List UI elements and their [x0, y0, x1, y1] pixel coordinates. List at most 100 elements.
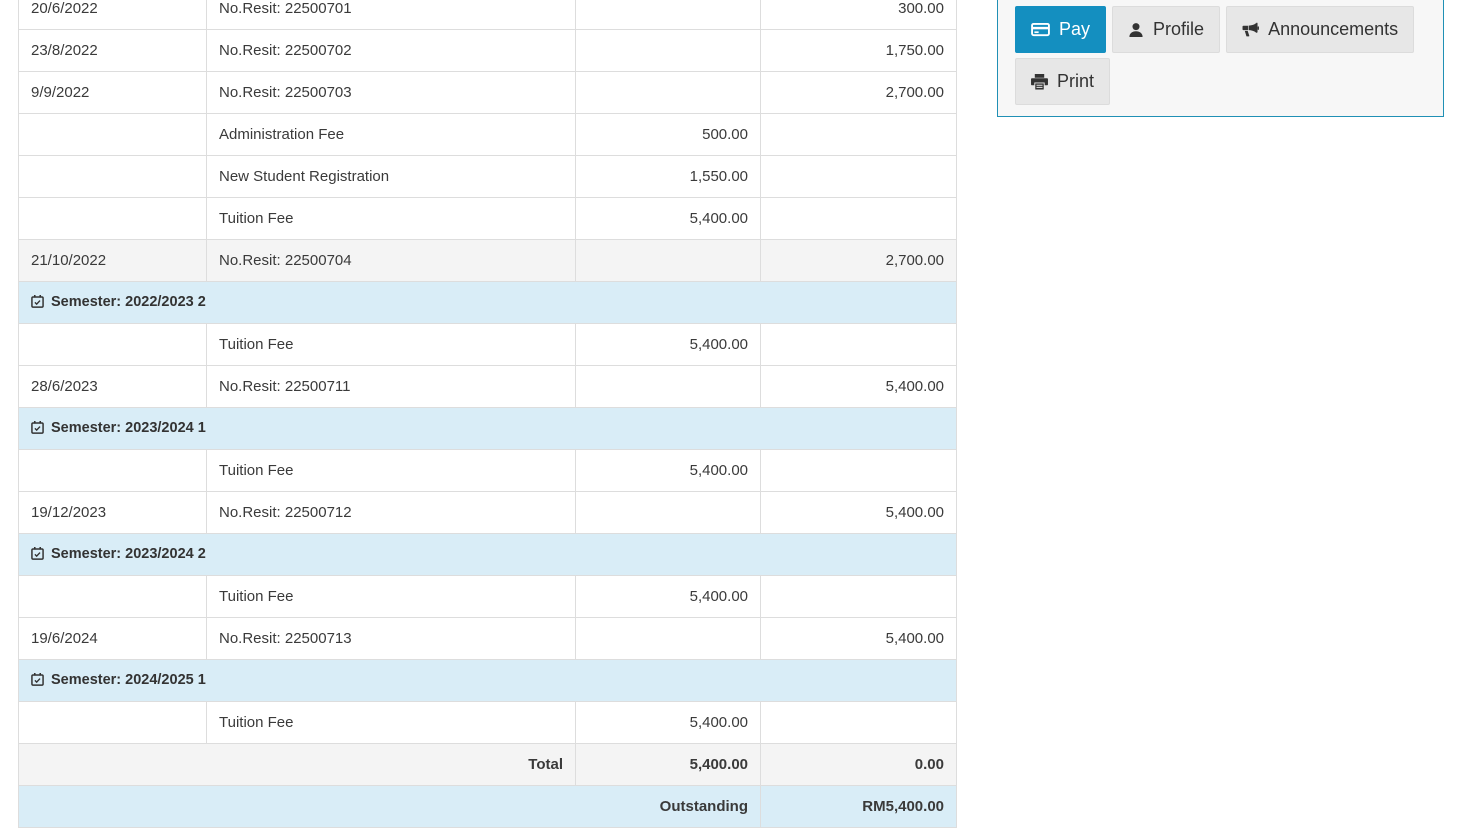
ledger-row: 9/9/2022 No.Resit: 22500703 2,700.00 [18, 71, 957, 114]
pay-button[interactable]: Pay [1015, 6, 1107, 53]
description-cell: Tuition Fee [206, 701, 576, 744]
printer-icon [1031, 73, 1048, 90]
ledger-row: 28/6/2023 No.Resit: 22500711 5,400.00 [18, 365, 957, 408]
debit-cell [575, 617, 761, 660]
actions-panel: Pay Profile Announcements [997, 0, 1444, 117]
description-cell: No.Resit: 22500711 [206, 365, 576, 408]
bullhorn-icon [1242, 22, 1259, 37]
print-button-label: Print [1057, 71, 1095, 91]
debit-cell: 5,400.00 [575, 575, 761, 618]
debit-cell: 5,400.00 [575, 197, 761, 240]
semester-cell: Semester: 2022/2023 2 [18, 281, 957, 324]
total-row: Total 5,400.00 0.00 [18, 743, 957, 786]
profile-button-label: Profile [1153, 19, 1205, 39]
date-cell [18, 575, 207, 618]
user-icon [1128, 22, 1144, 38]
description-cell: Tuition Fee [206, 575, 576, 618]
semester-cell: Semester: 2024/2025 1 [18, 659, 957, 702]
debit-cell [575, 239, 761, 282]
description-cell: No.Resit: 22500712 [206, 491, 576, 534]
description-cell: No.Resit: 22500704 [206, 239, 576, 282]
debit-cell [575, 0, 761, 30]
description-cell: Tuition Fee [206, 197, 576, 240]
debit-cell: 5,400.00 [575, 701, 761, 744]
ledger-row: Tuition Fee 5,400.00 [18, 701, 957, 744]
date-cell: 23/8/2022 [18, 29, 207, 72]
pay-button-label: Pay [1059, 19, 1091, 39]
description-cell: No.Resit: 22500713 [206, 617, 576, 660]
debit-cell [575, 71, 761, 114]
ledger-row: New Student Registration 1,550.00 [18, 155, 957, 198]
ledger-row: 21/10/2022 No.Resit: 22500704 2,700.00 [18, 239, 957, 282]
calendar-check-icon [31, 546, 44, 564]
ledger-row: 19/12/2023 No.Resit: 22500712 5,400.00 [18, 491, 957, 534]
calendar-check-icon [31, 672, 44, 690]
date-cell [18, 701, 207, 744]
ledger-row: Tuition Fee 5,400.00 [18, 575, 957, 618]
credit-cell [760, 323, 957, 366]
description-cell: No.Resit: 22500701 [206, 0, 576, 30]
credit-cell [760, 701, 957, 744]
date-cell: 28/6/2023 [18, 365, 207, 408]
credit-cell: 5,400.00 [760, 617, 957, 660]
date-cell [18, 323, 207, 366]
credit-cell: 5,400.00 [760, 365, 957, 408]
ledger: 20/6/2022 No.Resit: 22500701 300.00 23/8/20… [18, 0, 957, 828]
debit-cell [575, 491, 761, 534]
debit-cell: 1,550.00 [575, 155, 761, 198]
credit-cell [760, 197, 957, 240]
ledger-row: Tuition Fee 5,400.00 [18, 323, 957, 366]
semester-row: Semester: 2023/2024 1 [18, 407, 957, 450]
credit-cell [760, 449, 957, 492]
announcements-button-label: Announcements [1268, 19, 1399, 39]
outstanding-label-cell: Outstanding [18, 785, 761, 828]
date-cell: 9/9/2022 [18, 71, 207, 114]
ledger-row: 23/8/2022 No.Resit: 22500702 1,750.00 [18, 29, 957, 72]
date-cell [18, 113, 207, 156]
outstanding-row: Outstanding RM5,400.00 [18, 785, 957, 828]
description-cell: No.Resit: 22500703 [206, 71, 576, 114]
semester-cell: Semester: 2023/2024 2 [18, 533, 957, 576]
total-label-cell: Total [18, 743, 576, 786]
semester-label: Semester: 2023/2024 1 [51, 419, 206, 436]
ledger-body: 20/6/2022 No.Resit: 22500701 300.00 23/8/20… [18, 0, 957, 828]
semester-cell: Semester: 2023/2024 1 [18, 407, 957, 450]
description-cell: Tuition Fee [206, 449, 576, 492]
date-cell [18, 155, 207, 198]
semester-label: Semester: 2023/2024 2 [51, 545, 206, 562]
profile-button[interactable]: Profile [1112, 6, 1221, 53]
date-cell [18, 449, 207, 492]
date-cell: 20/6/2022 [18, 0, 207, 30]
credit-cell [760, 113, 957, 156]
print-button[interactable]: Print [1015, 58, 1111, 105]
credit-cell: 1,750.00 [760, 29, 957, 72]
actions-button-row: Pay Profile Announcements [1015, 6, 1429, 105]
debit-cell: 5,400.00 [575, 449, 761, 492]
debit-cell: 500.00 [575, 113, 761, 156]
credit-cell [760, 575, 957, 618]
credit-cell: 5,400.00 [760, 491, 957, 534]
ledger-row: 19/6/2024 No.Resit: 22500713 5,400.00 [18, 617, 957, 660]
semester-row: Semester: 2023/2024 2 [18, 533, 957, 576]
semester-label: Semester: 2022/2023 2 [51, 293, 206, 310]
total-credit-cell: 0.00 [760, 743, 957, 786]
announcements-button[interactable]: Announcements [1226, 6, 1415, 53]
calendar-check-icon [31, 294, 44, 312]
semester-row: Semester: 2022/2023 2 [18, 281, 957, 324]
ledger-row: Tuition Fee 5,400.00 [18, 197, 957, 240]
debit-cell [575, 29, 761, 72]
ledger-row: 20/6/2022 No.Resit: 22500701 300.00 [18, 0, 957, 30]
ledger-row: Tuition Fee 5,400.00 [18, 449, 957, 492]
credit-cell [760, 155, 957, 198]
total-debit-cell: 5,400.00 [575, 743, 761, 786]
credit-cell: 2,700.00 [760, 239, 957, 282]
date-cell: 21/10/2022 [18, 239, 207, 282]
description-cell: New Student Registration [206, 155, 576, 198]
fee-ledger-table: 20/6/2022 No.Resit: 22500701 300.00 23/8/20… [18, 0, 957, 828]
description-cell: No.Resit: 22500702 [206, 29, 576, 72]
description-cell: Tuition Fee [206, 323, 576, 366]
credit-cell: 300.00 [760, 0, 957, 30]
date-cell [18, 197, 207, 240]
debit-cell: 5,400.00 [575, 323, 761, 366]
semester-label: Semester: 2024/2025 1 [51, 671, 206, 688]
